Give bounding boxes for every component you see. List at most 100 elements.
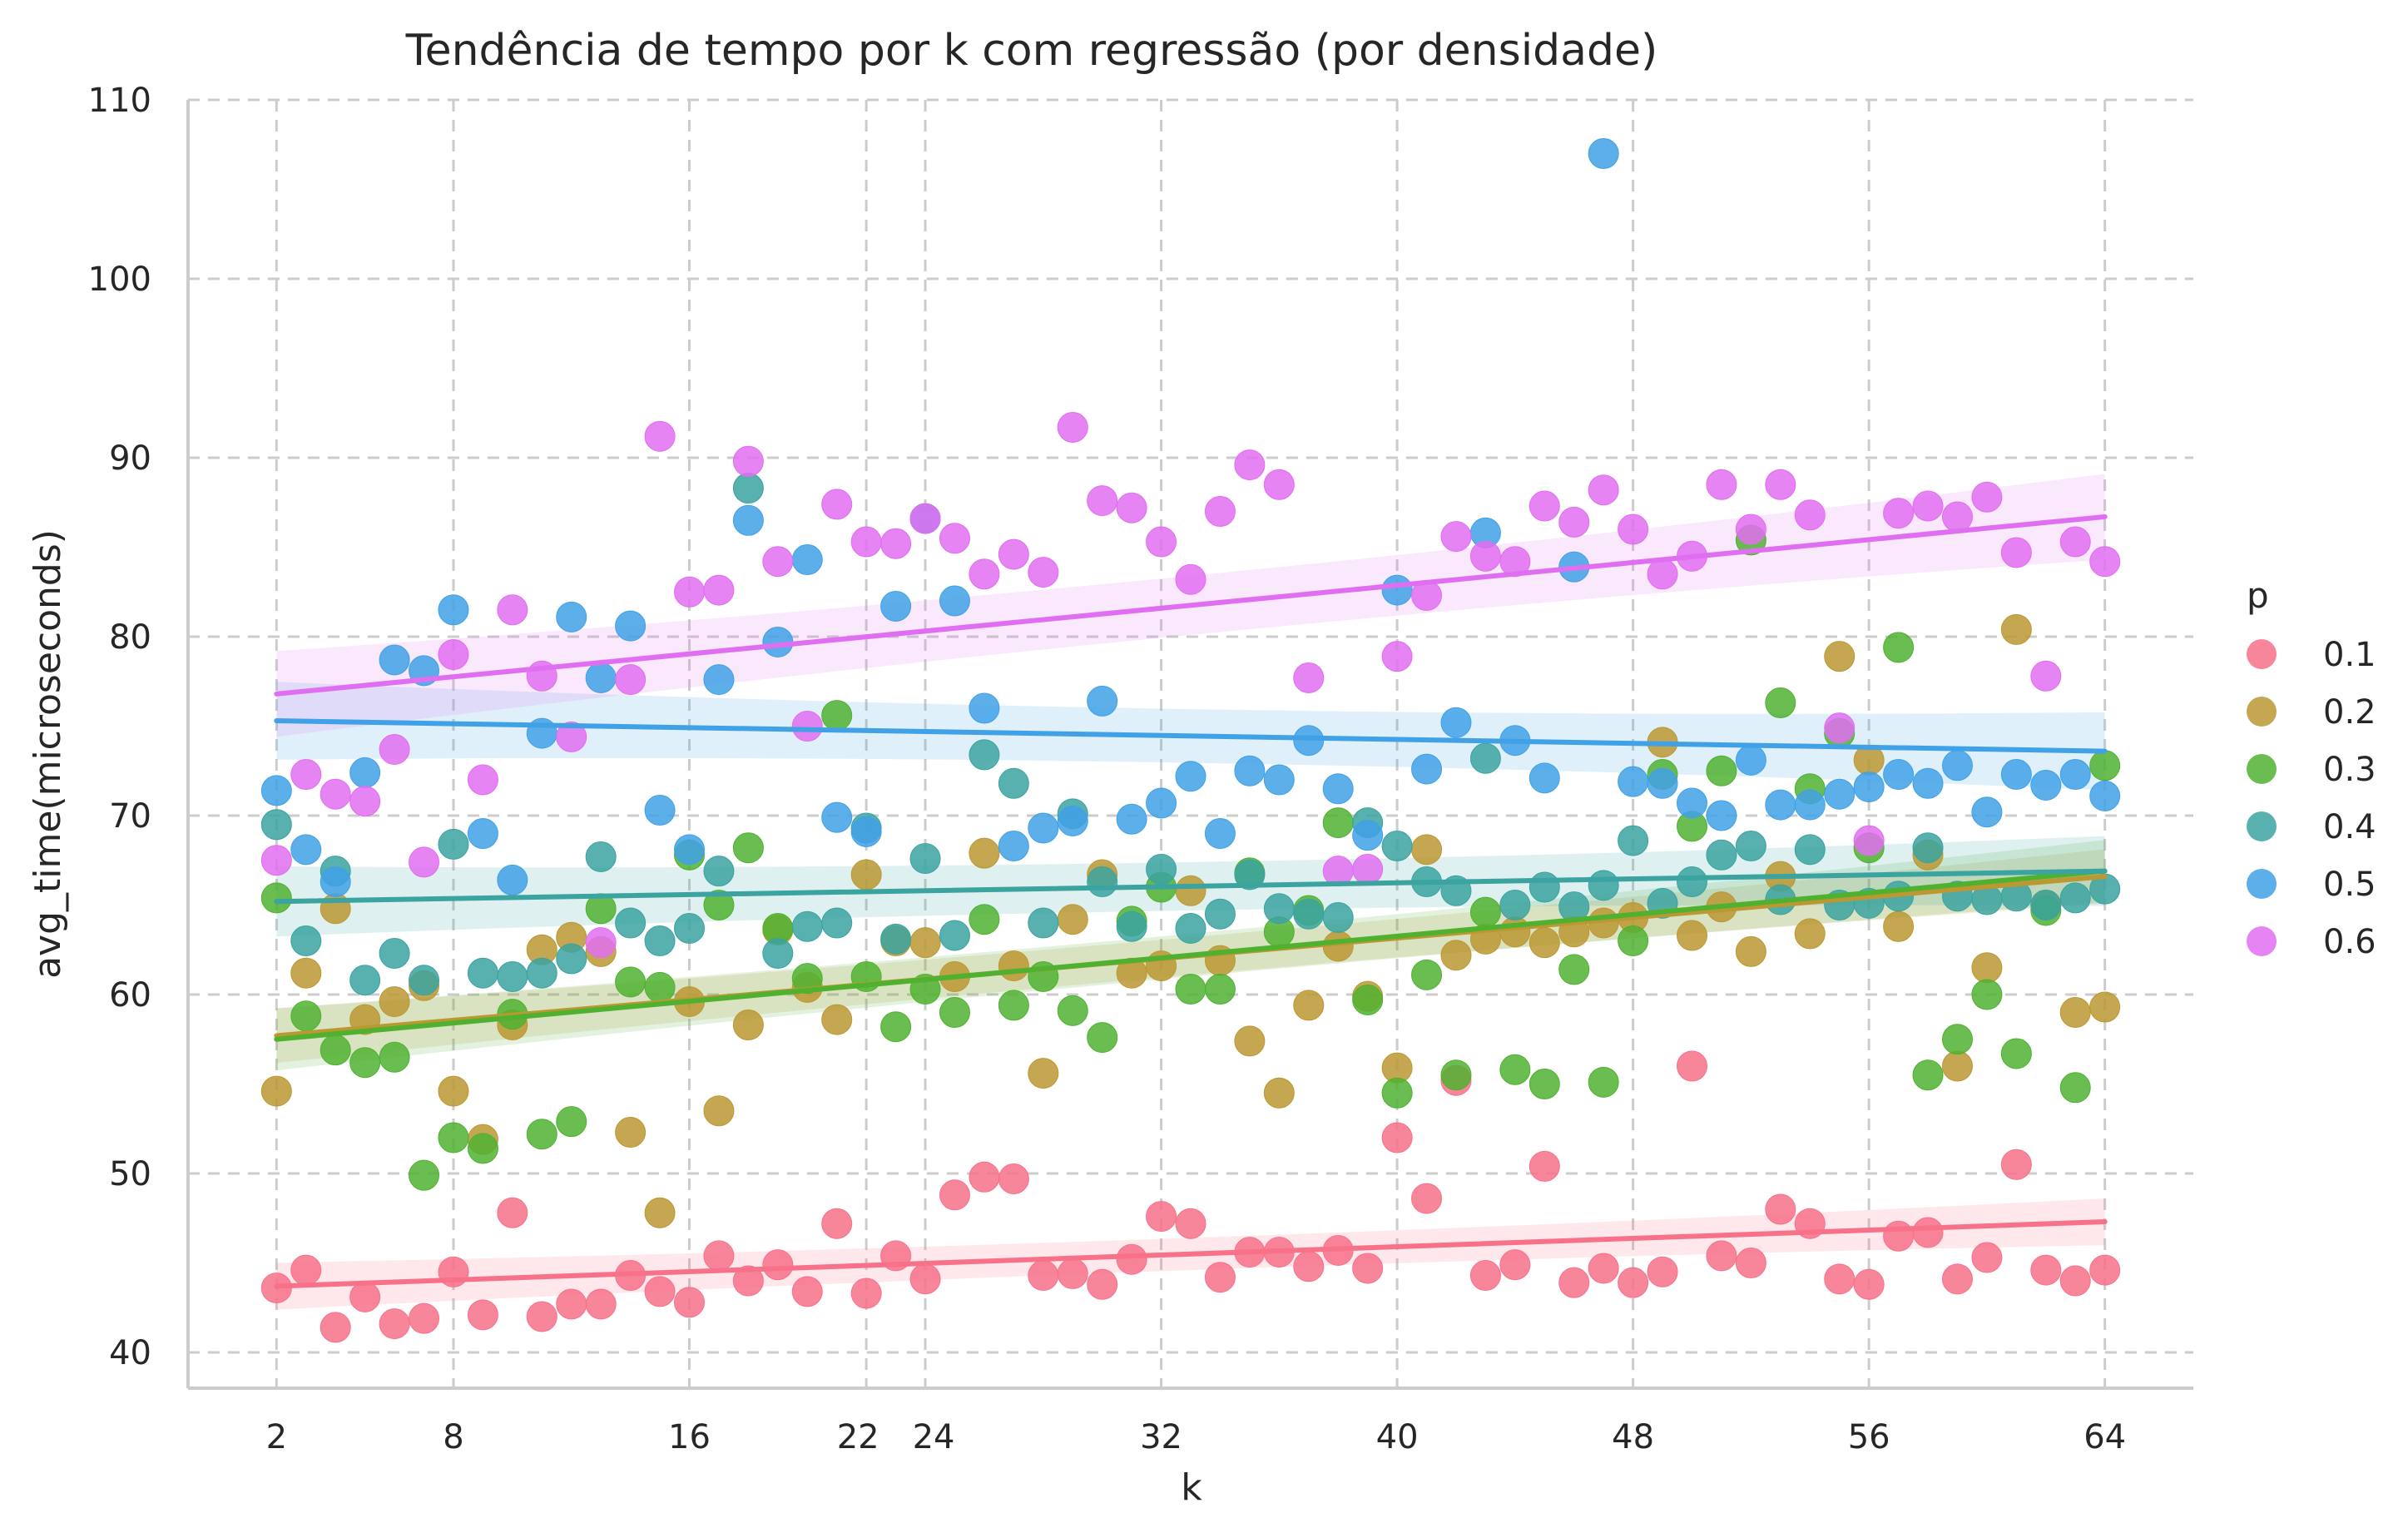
data-point xyxy=(1558,1267,1590,1298)
data-point xyxy=(2030,890,2062,920)
data-point xyxy=(880,923,912,955)
data-point xyxy=(1352,1253,1384,1284)
data-point xyxy=(349,786,381,817)
data-point xyxy=(1322,902,1354,934)
data-point xyxy=(1647,558,1678,590)
data-point xyxy=(320,1312,351,1343)
data-point xyxy=(880,528,912,559)
data-point xyxy=(2059,1072,2091,1104)
data-point xyxy=(1529,762,1560,794)
data-point xyxy=(1293,662,1325,693)
data-point xyxy=(1204,974,1236,1005)
data-point xyxy=(1941,750,1973,781)
data-point xyxy=(1234,449,1266,481)
data-point xyxy=(1588,1253,1619,1284)
data-point xyxy=(1234,755,1266,786)
data-point xyxy=(674,576,705,608)
data-point xyxy=(349,965,381,996)
data-point xyxy=(1057,805,1088,836)
data-point xyxy=(1883,910,1915,942)
data-point xyxy=(467,1133,498,1164)
data-point xyxy=(1794,918,1826,950)
data-point xyxy=(320,778,351,810)
x-tick-label: 16 xyxy=(668,1418,711,1456)
legend-marker xyxy=(2247,811,2277,841)
x-tick-label: 40 xyxy=(1376,1418,1419,1456)
regression-line xyxy=(274,868,2108,905)
data-point xyxy=(438,1122,469,1153)
y-tick-label: 50 xyxy=(109,1155,151,1193)
data-point xyxy=(1204,496,1236,527)
data-point xyxy=(1057,1258,1088,1289)
data-point xyxy=(290,925,322,956)
data-point xyxy=(1499,916,1531,948)
data-point xyxy=(260,882,292,914)
data-point xyxy=(1381,1122,1413,1153)
data-point xyxy=(850,1277,882,1309)
data-point xyxy=(556,1288,587,1320)
data-point xyxy=(1057,411,1088,443)
data-point xyxy=(1381,1077,1413,1109)
data-point xyxy=(1028,1260,1059,1292)
data-point xyxy=(1175,1208,1206,1239)
data-point xyxy=(1588,474,1619,506)
data-point xyxy=(2030,660,2062,692)
data-point xyxy=(1824,778,1856,810)
data-point xyxy=(1794,499,1826,531)
data-point xyxy=(1175,563,1206,595)
data-point xyxy=(850,526,882,558)
data-point xyxy=(939,1179,970,1211)
y-tick-label: 70 xyxy=(109,797,151,836)
data-point xyxy=(998,831,1029,862)
legend-label: 0.6 xyxy=(2323,923,2376,961)
data-point xyxy=(1706,755,1737,786)
data-point xyxy=(644,420,676,452)
data-point xyxy=(998,950,1029,982)
data-point xyxy=(1794,834,1826,866)
data-point xyxy=(260,775,292,806)
data-point xyxy=(674,1287,705,1318)
data-point xyxy=(438,594,469,626)
data-point xyxy=(2000,537,2032,568)
data-point xyxy=(1883,1220,1915,1252)
data-point xyxy=(497,1197,528,1228)
data-point xyxy=(791,1276,823,1307)
regression-line xyxy=(274,1219,2108,1289)
data-point xyxy=(379,938,410,970)
data-point xyxy=(1322,773,1354,805)
data-point xyxy=(2059,882,2091,914)
data-point xyxy=(467,818,498,849)
data-point xyxy=(2059,526,2091,558)
data-point xyxy=(1263,1077,1295,1109)
data-point xyxy=(674,834,705,866)
data-point xyxy=(2000,1148,2032,1180)
data-point xyxy=(409,846,440,878)
data-point xyxy=(644,925,676,956)
y-tick-label: 110 xyxy=(88,82,151,120)
data-point xyxy=(526,1119,557,1150)
data-point xyxy=(969,692,1000,724)
data-point xyxy=(939,585,970,617)
data-point xyxy=(674,912,705,944)
data-point xyxy=(526,957,557,989)
data-point xyxy=(379,1041,410,1073)
data-point xyxy=(438,828,469,860)
data-point xyxy=(615,966,647,998)
data-point xyxy=(1765,687,1796,719)
data-point xyxy=(1883,759,1915,791)
data-point xyxy=(732,832,764,864)
data-point xyxy=(1912,832,1944,864)
data-point xyxy=(1204,1262,1236,1293)
data-point xyxy=(850,816,882,847)
data-point xyxy=(290,759,322,791)
data-point xyxy=(1706,800,1737,831)
data-point xyxy=(1234,1025,1266,1057)
data-point xyxy=(732,445,764,477)
data-point xyxy=(556,601,587,633)
data-point xyxy=(939,997,970,1028)
data-point xyxy=(2059,997,2091,1028)
data-point xyxy=(2000,759,2032,791)
data-point xyxy=(1971,796,2003,828)
data-point xyxy=(791,910,823,942)
data-point xyxy=(909,503,941,534)
